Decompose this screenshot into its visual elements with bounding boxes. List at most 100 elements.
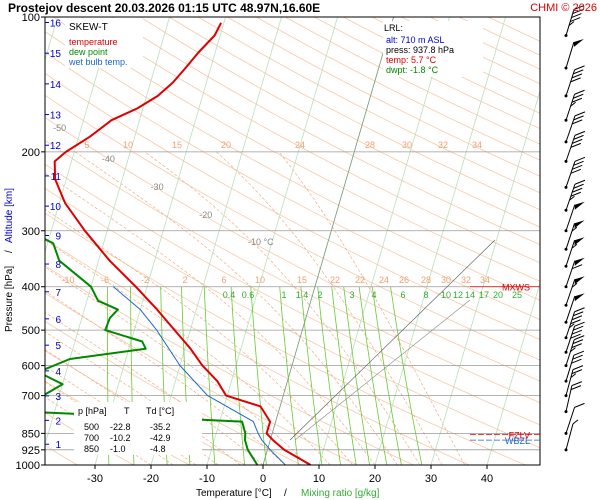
barb-feather: [574, 307, 585, 313]
mixing-ratio-label: 10: [441, 290, 451, 300]
theta-e-label: 24: [379, 275, 389, 285]
barb-feather: [573, 350, 585, 356]
barb-feather: [570, 319, 581, 325]
x-tick-label: 0: [260, 473, 266, 485]
legend-title: SKEW-T: [69, 22, 108, 33]
copyright: CHMI © 2026: [530, 2, 597, 14]
altitude-tick-label: 9: [55, 231, 61, 242]
dry-adiabat: [45, 30, 540, 301]
barb-feather: [568, 21, 575, 26]
barb-base: [564, 336, 568, 340]
barb-base: [564, 448, 568, 452]
isotherm: [0, 17, 2, 465]
wind-barb: [564, 276, 585, 307]
moist-adiabat: [45, 331, 241, 465]
theta-e-label: 6: [221, 275, 226, 285]
barb-feather: [571, 282, 578, 288]
altitude-tick-label: 4: [55, 367, 61, 378]
theta-e-label: 26: [399, 275, 409, 285]
barb-base: [564, 350, 568, 354]
dry-adiabat: [110, 17, 540, 246]
barb-feather: [574, 65, 585, 71]
reference-line: [289, 239, 496, 441]
barb-feather: [570, 347, 576, 353]
barb-staff: [565, 184, 576, 211]
x-tick-label: 40: [481, 473, 493, 485]
barb-feather: [572, 138, 583, 144]
theta-e-label: 34: [480, 275, 490, 285]
info-background: [383, 21, 483, 77]
barb-feather: [574, 402, 585, 408]
barb-feather: [572, 419, 579, 425]
barb-feather: [570, 142, 582, 148]
x-axis-title: Temperature [°C] / Mixing ratio [g/kg]: [196, 488, 380, 499]
mixing-ratio-label: 20: [493, 290, 503, 300]
barb-feather: [571, 381, 583, 387]
table-header-temp: T: [124, 406, 130, 416]
dry-adiabat: [45, 163, 540, 426]
theta-e-label: -10: [61, 275, 74, 285]
dry-adiabat: [139, 17, 540, 228]
altitude-tick-label: 8: [55, 260, 61, 271]
dry-adiabat: [52, 17, 540, 282]
reference-line: [294, 299, 471, 441]
barb-base: [564, 159, 568, 163]
axes: -30 -20 -10 0 10 20 30 401002003004005006007008…: [16, 12, 494, 485]
wind-barb: [564, 350, 585, 383]
theta-e-label: 22: [330, 275, 340, 285]
barb-feather: [573, 325, 584, 331]
barb-feather: [573, 134, 584, 140]
theta-e-label: -2: [141, 275, 149, 285]
theta-e-label: 15: [297, 275, 307, 285]
altitude-tick-label: 11: [51, 172, 62, 183]
barb-staff: [565, 41, 575, 69]
pressure-tick-label: 400: [22, 282, 40, 294]
barb-staff: [565, 311, 576, 338]
mixing-ratio-label: 0.4: [223, 290, 236, 300]
pressure-tick-label: 925: [22, 445, 40, 457]
barb-base: [564, 320, 568, 324]
wind-barb: [564, 179, 586, 212]
isotherm: [543, 17, 600, 465]
mixing-ratio-label: 12: [453, 290, 463, 300]
altitude-tick-label: 7: [55, 288, 61, 299]
barb-feather: [572, 119, 583, 125]
barb-staff: [565, 69, 576, 97]
x-axis-title-temperature: Temperature [°C]: [196, 488, 272, 499]
wind-barb: [564, 39, 584, 70]
dry-adiabat: [45, 51, 540, 321]
isotherm: [45, 17, 170, 446]
moist-adiabat: [45, 266, 309, 465]
barb-pennant: [573, 39, 584, 48]
table-cell: -10.2: [110, 433, 131, 443]
pressure-tick-label: 600: [22, 361, 40, 373]
barb-feather: [572, 187, 583, 193]
barb-feather: [573, 69, 584, 75]
barb-feather: [572, 365, 584, 371]
barb-staff: [565, 339, 575, 366]
barb-staff: [565, 204, 576, 231]
mixing-ratio-label: 0.6: [242, 290, 255, 300]
barb-staff: [565, 355, 575, 382]
barb-feather: [574, 156, 586, 162]
barb-base: [564, 394, 568, 398]
mixing-ratio-label: 1: [281, 290, 286, 300]
isotherm-zero: [262, 17, 394, 465]
barb-base: [564, 34, 568, 38]
wind-barb: [564, 111, 586, 144]
wind-barb: [564, 237, 585, 268]
barb-feather: [571, 315, 583, 321]
table-header-dewpoint: Td [°C]: [146, 406, 174, 416]
barb-staff: [565, 279, 576, 306]
barb-staff: [565, 423, 574, 450]
barb-feather: [570, 168, 582, 174]
wind-barb: [564, 130, 586, 163]
theta-e-label: 32: [461, 275, 471, 285]
altitude-tick-label: 10: [50, 202, 62, 213]
level-marker-label: FZLV: [509, 431, 530, 441]
chart-title: Prostejov descent 20.03.2026 01:15 UTC 4…: [8, 1, 320, 15]
table-header-pressure: p [hPa]: [78, 406, 107, 416]
altitude-tick-label: 3: [55, 392, 61, 403]
pressure-tick-label: 1000: [16, 460, 40, 472]
altitude-tick-label: 6: [55, 315, 61, 326]
